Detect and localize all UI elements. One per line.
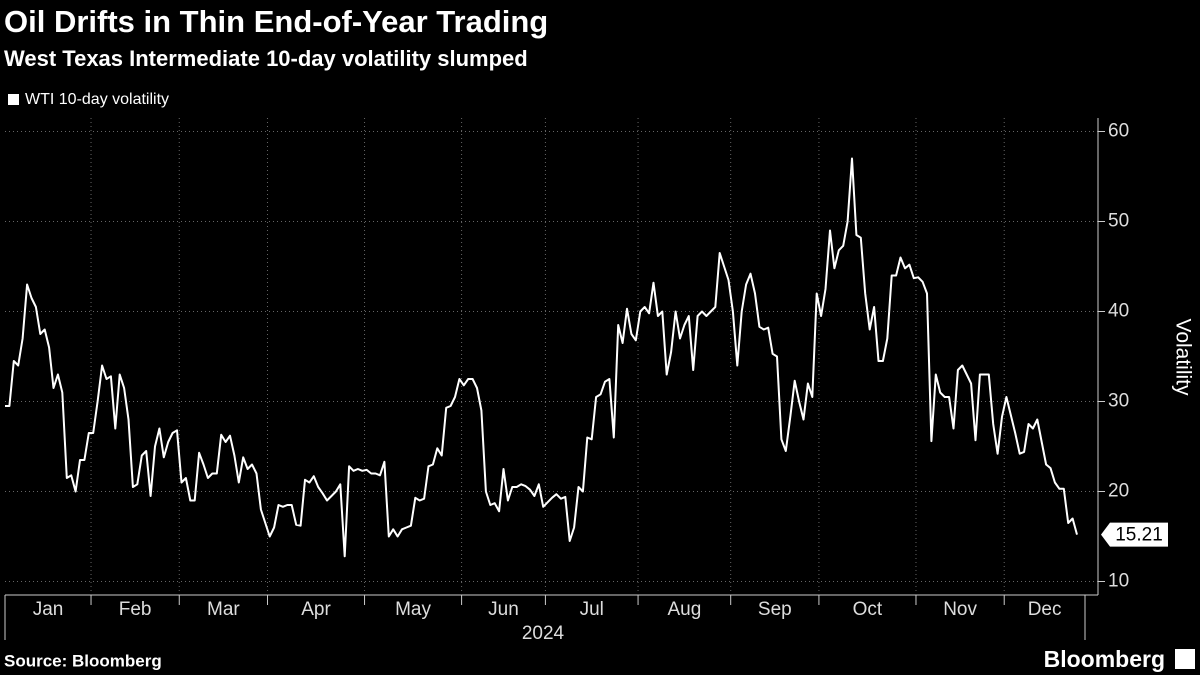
x-tick-label: Nov [943, 599, 977, 620]
x-tick-label: May [395, 599, 431, 620]
brand-logo [1175, 649, 1195, 669]
legend-swatch [8, 94, 19, 105]
x-year-label: 2024 [522, 623, 565, 644]
x-tick-label: Sep [758, 599, 792, 620]
legend-label: WTI 10-day volatility [25, 91, 169, 108]
y-tick-label: 60 [1108, 121, 1129, 142]
x-tick-label: Jan [33, 599, 64, 620]
x-tick-label: Aug [667, 599, 701, 620]
last-value-callout [1101, 522, 1168, 547]
y-tick-label: 40 [1108, 301, 1129, 322]
chart-subtitle: West Texas Intermediate 10-day volatilit… [4, 46, 528, 71]
data-line [5, 157, 1078, 558]
y-axis-label: Volatility [1171, 318, 1194, 396]
y-tick-label: 30 [1108, 391, 1129, 412]
x-tick-label: Mar [207, 599, 240, 620]
x-tick-label: Oct [853, 599, 883, 620]
y-tick-label: 10 [1108, 571, 1129, 592]
y-tick-label: 20 [1108, 481, 1129, 502]
x-tick-label: Apr [301, 599, 331, 620]
source: Source: Bloomberg [4, 651, 162, 670]
x-tick-label: Feb [119, 599, 152, 620]
y-tick-label: 50 [1108, 211, 1129, 232]
x-tick-label: Jun [488, 599, 519, 620]
x-tick-label: Dec [1028, 599, 1062, 620]
brand: Bloomberg [1044, 646, 1165, 672]
x-tick-label: Jul [580, 599, 604, 620]
last-value-label: 15.21 [1115, 525, 1163, 546]
chart-title: Oil Drifts in Thin End-of-Year Trading [4, 4, 548, 39]
